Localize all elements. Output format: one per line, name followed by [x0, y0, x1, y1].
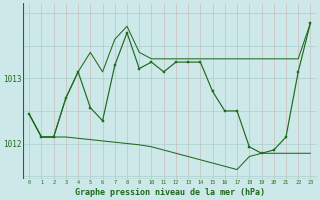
X-axis label: Graphe pression niveau de la mer (hPa): Graphe pression niveau de la mer (hPa) — [75, 188, 265, 197]
